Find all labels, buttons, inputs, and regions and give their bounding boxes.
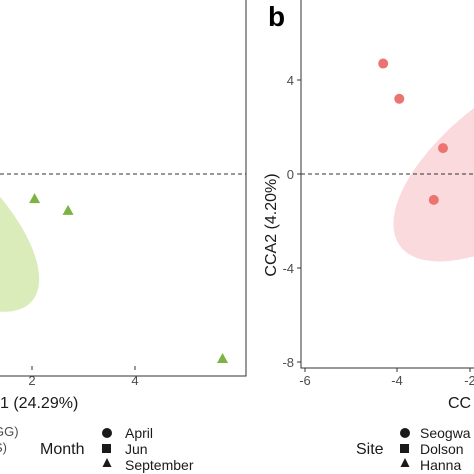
panel-a-x-tick: 4 (131, 373, 138, 388)
panel-b-y-tick: -8 (282, 355, 294, 370)
panel-b-y-axis-label: CCA2 (4.20%) (263, 173, 280, 276)
data-point-triangle (217, 352, 229, 363)
panel-b-y-tick: 0 (287, 167, 294, 182)
data-point-triangle (62, 204, 74, 215)
panel-a-legend-label: September (125, 457, 194, 473)
data-point-triangle (29, 193, 41, 204)
panel-a-legend-title: Month (40, 441, 84, 458)
panel-b-x-tick: -6 (299, 373, 311, 388)
panel-b-marks: EC (301, 53, 474, 262)
panel-a-clipped-area: g (0, 106, 246, 363)
panel-b: b EC 4 0 -4 -8 -6 -4 -2 CCA2 (4.20%) CC … (263, 0, 474, 473)
panel-b-legend-key-square (400, 444, 409, 453)
panel-a-legend-key-triangle (102, 458, 112, 467)
panel-b-x-tick: -2 (464, 373, 474, 388)
panel-a-marks: g (0, 106, 246, 363)
panel-b-legend-key-circle (400, 428, 410, 438)
panel-b-legend-label: Hanna (420, 457, 461, 473)
panel-b-legend-label: Dolson (420, 441, 464, 457)
panel-b-legend-label: Seogwa (420, 425, 471, 441)
panel-b-legend-key-triangle (400, 458, 410, 467)
panel-a-clipped-legend-entry: S) (0, 440, 7, 455)
data-point-circle (438, 143, 448, 154)
panel-b-y-tick: 4 (287, 73, 294, 88)
panel-a-x-axis-label: 1 (24.29%) (0, 395, 78, 412)
panel-a-legend-label: Jun (125, 441, 148, 457)
panel-b-y-tick: -4 (282, 261, 294, 276)
panel-b-label: b (268, 1, 285, 32)
panel-a-legend-key-circle (102, 428, 112, 438)
panel-b-clipped-area: EC (301, 53, 474, 262)
confidence-ellipse (393, 53, 474, 262)
data-point-circle (428, 194, 439, 205)
data-point-circle (378, 58, 389, 69)
panel-a-plot-area (0, 0, 247, 377)
panel-a-x-tick: 2 (28, 373, 35, 388)
panel-b-x-tick: -4 (391, 373, 403, 388)
data-point-circle (394, 93, 405, 104)
panel-a: g 2 4 1 (24.29%) GG) S) Month April Jun … (0, 0, 247, 473)
panel-a-clipped-legend-entry: GG) (0, 424, 19, 439)
panel-a-legend-label: April (125, 425, 153, 441)
panel-a-legend-key-square (102, 444, 111, 453)
panel-b-legend-title: Site (356, 441, 384, 458)
panel-b-x-axis-label: CC (448, 395, 471, 412)
